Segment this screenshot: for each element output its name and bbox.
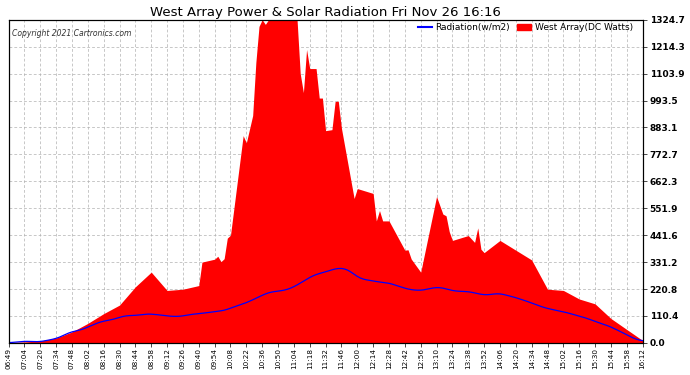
Title: West Array Power & Solar Radiation Fri Nov 26 16:16: West Array Power & Solar Radiation Fri N…	[150, 6, 501, 18]
Text: Copyright 2021 Cartronics.com: Copyright 2021 Cartronics.com	[12, 29, 131, 38]
Legend: Radiation(w/m2), West Array(DC Watts): Radiation(w/m2), West Array(DC Watts)	[415, 20, 636, 36]
